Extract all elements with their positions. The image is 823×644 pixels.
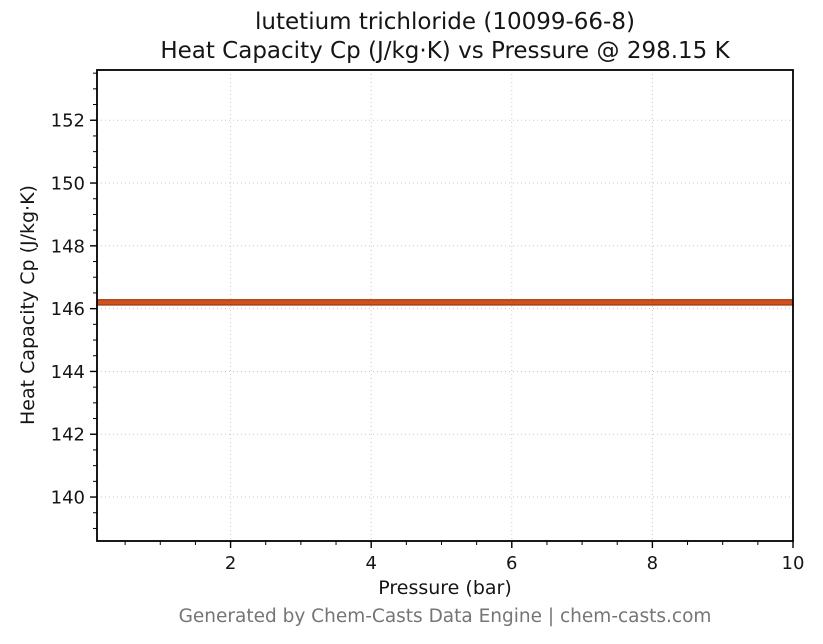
- chart-title-line1: lutetium trichloride (10099-66-8): [255, 9, 635, 35]
- y-tick-label: 142: [51, 425, 85, 446]
- x-tick-label: 10: [782, 553, 805, 574]
- x-tick-label: 2: [225, 553, 236, 574]
- chart-canvas: 2 4 6 8 10 140 142 144 146 148 150 152: [51, 69, 804, 574]
- y-axis-label: Heat Capacity Cp (J/kg·K): [17, 185, 39, 425]
- chart-title-line2: Heat Capacity Cp (J/kg·K) vs Pressure @ …: [160, 38, 730, 64]
- y-tick-label: 148: [51, 236, 85, 257]
- x-tick-label: 4: [365, 553, 376, 574]
- axes-border: [96, 69, 794, 542]
- chart-title: lutetium trichloride (10099-66-8) Heat C…: [97, 8, 793, 66]
- y-tick-label: 140: [51, 488, 85, 509]
- y-tick-label: 146: [51, 299, 85, 320]
- y-tick-label: 152: [51, 111, 85, 132]
- x-tick-label: 8: [647, 553, 658, 574]
- y-tick-label: 150: [51, 174, 85, 195]
- footer-credit: Generated by Chem-Casts Data Engine | ch…: [178, 606, 712, 627]
- plot-area: 2 4 6 8 10 140 142 144 146 148 150 152: [51, 69, 804, 574]
- y-tick-label: 144: [51, 362, 85, 383]
- x-axis-label: Pressure (bar): [378, 577, 512, 599]
- x-tick-label: 6: [506, 553, 517, 574]
